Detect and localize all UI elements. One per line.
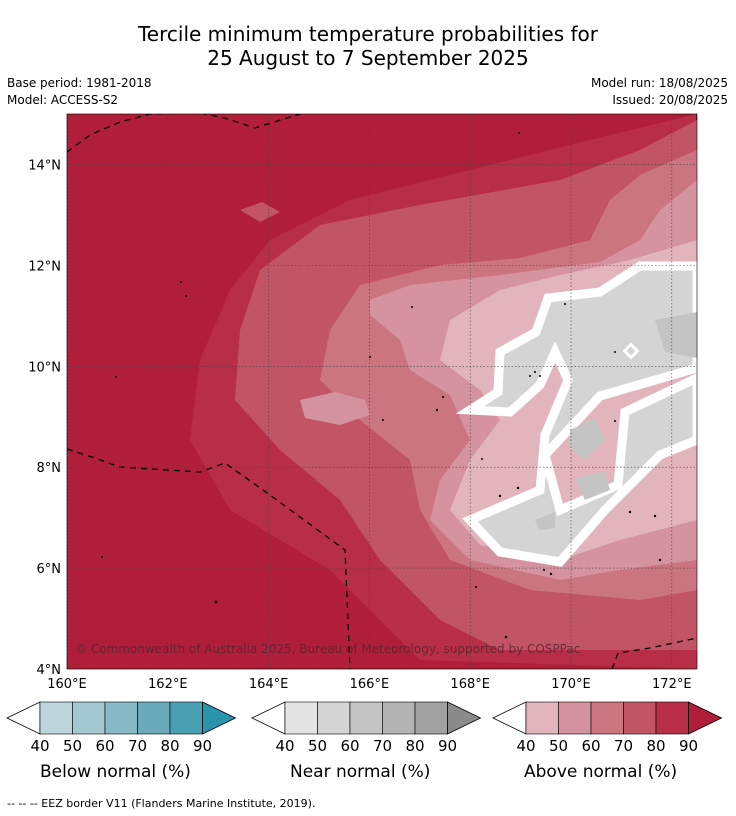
latitude-tick-label: 8°N — [37, 461, 62, 476]
near-normal-spot-inner — [626, 346, 636, 356]
longitude-tick-label: 172°E — [652, 677, 692, 692]
colorbar: 40 50 60 70 80 90 — [492, 701, 723, 755]
colorbar-segment — [414, 701, 448, 735]
eez-border-lines — [67, 114, 697, 669]
longitude-tick-label: 160°E — [47, 677, 87, 692]
legend-label-below: Below normal (%) — [40, 762, 191, 782]
colorbar-segment — [317, 701, 351, 735]
meta-right: Model run: 18/08/2025 Issued: 20/08/2025 — [591, 75, 728, 109]
colorbar-tick-label: 50 — [63, 737, 82, 755]
colorbar-tick-label: 40 — [275, 737, 294, 755]
colorbar: 40 50 60 70 80 90 — [6, 701, 237, 755]
copyright-text: © Commonwealth of Australia 2025, Bureau… — [75, 642, 580, 656]
colorbar-tick-label: 60 — [340, 737, 359, 755]
meta-left: Base period: 1981-2018 Model: ACCESS-S2 — [7, 75, 152, 109]
colorbar-tick-label: 90 — [679, 737, 698, 755]
colorbar-tick-label: 70 — [614, 737, 633, 755]
legend-label-near: Near normal (%) — [290, 762, 431, 782]
longitude-labels: 160°E 162°E 164°E 166°E 168°E 170°E 172°E — [47, 677, 691, 692]
colorbar-segment — [558, 701, 592, 735]
colorbar-tick-label: 80 — [646, 737, 665, 755]
above-50-patch — [300, 392, 370, 425]
colorbar-segment — [39, 701, 73, 735]
colorbar-segment — [382, 701, 416, 735]
issued-date: Issued: 20/08/2025 — [612, 93, 728, 107]
longitude-tick-label: 170°E — [551, 677, 591, 692]
latitude-tick-label: 14°N — [28, 158, 61, 173]
latitude-tick-label: 12°N — [28, 259, 61, 274]
latitude-tick-label: 6°N — [37, 562, 62, 577]
colorbar-under-arrow — [6, 701, 41, 735]
longitude-tick-label: 162°E — [148, 677, 188, 692]
colorbar-segment — [349, 701, 383, 735]
colorbar-tick-label: 40 — [30, 737, 49, 755]
near-normal-inner-region-3 — [575, 472, 610, 500]
colorbar-tick-label: 70 — [128, 737, 147, 755]
map-contours — [67, 114, 697, 669]
colorbar-segment — [137, 701, 171, 735]
colorbar-tick-label: 50 — [549, 737, 568, 755]
map-frame — [66, 113, 698, 670]
colorbar: 40 50 60 70 80 90 — [251, 701, 482, 755]
colorbar-over-arrow — [202, 701, 237, 735]
title-line-1: Tercile minimum temperature probabilitie… — [137, 22, 599, 46]
colorbar-under-arrow — [492, 701, 527, 735]
model-name: Model: ACCESS-S2 — [7, 93, 119, 107]
colorbar-tick-label: 90 — [193, 737, 212, 755]
colorbar-tick-label: 50 — [308, 737, 327, 755]
legends: 40 50 60 70 80 90 40 50 60 70 80 90 40 50 60 70 80 90 — [6, 701, 723, 755]
colorbar-segment — [590, 701, 624, 735]
colorbar-over-arrow — [688, 701, 723, 735]
near-normal-inner-region-2 — [570, 418, 605, 460]
colorbar-segment — [284, 701, 318, 735]
near-normal-inner-region — [655, 312, 697, 358]
colorbar-tick-label: 60 — [581, 737, 600, 755]
colorbar-tick-label: 40 — [516, 737, 535, 755]
latitude-labels: 14°N 12°N 10°N 8°N 6°N 4°N — [28, 158, 61, 678]
colorbar-segment — [169, 701, 203, 735]
longitude-tick-label: 164°E — [249, 677, 289, 692]
longitude-tick-label: 166°E — [350, 677, 390, 692]
near-normal-inner-region-4 — [535, 512, 555, 530]
colorbar-tick-label: 60 — [95, 737, 114, 755]
colorbar-segment — [655, 701, 689, 735]
latitude-tick-label: 10°N — [28, 360, 61, 375]
colorbar-tick-label: 70 — [373, 737, 392, 755]
latitude-tick-label: 4°N — [37, 663, 62, 678]
colorbar-over-arrow — [447, 701, 482, 735]
colorbar-segment — [525, 701, 559, 735]
colorbar-under-arrow — [251, 701, 286, 735]
colorbar-segment — [623, 701, 657, 735]
model-run: Model run: 18/08/2025 — [590, 76, 728, 90]
legend-label-above: Above normal (%) — [524, 762, 678, 782]
colorbar-segment — [104, 701, 138, 735]
longitude-tick-label: 168°E — [450, 677, 490, 692]
colorbar-tick-label: 80 — [160, 737, 179, 755]
islands — [101, 132, 662, 639]
footnote: -- -- -- EEZ border V11 (Flanders Marine… — [7, 797, 316, 810]
colorbar-tick-label: 80 — [405, 737, 424, 755]
colorbar-segment — [72, 701, 106, 735]
colorbar-tick-label: 90 — [438, 737, 457, 755]
base-period: Base period: 1981-2018 — [7, 76, 152, 90]
above-60-patch — [240, 202, 280, 222]
title-line-2: 25 August to 7 September 2025 — [207, 46, 529, 70]
chart-title: Tercile minimum temperature probabilitie… — [0, 22, 736, 70]
